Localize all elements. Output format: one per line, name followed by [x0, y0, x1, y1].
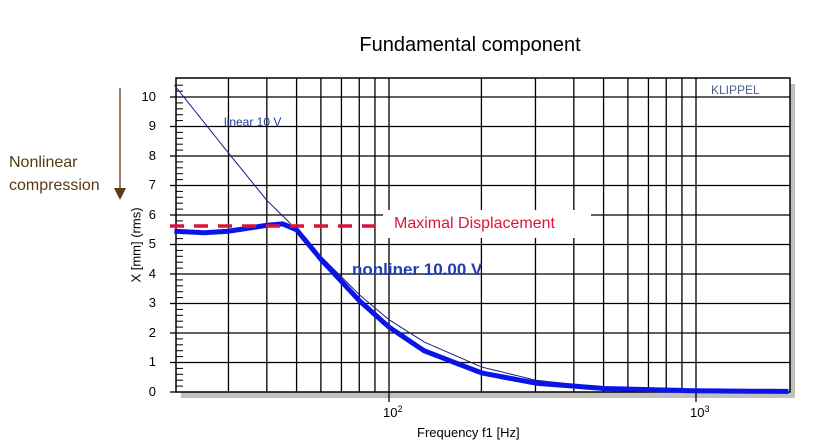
y-tick: 7	[148, 177, 156, 192]
tick-exponent: 3	[704, 404, 710, 414]
y-tick: 5	[148, 236, 156, 251]
tick-base: 10	[383, 405, 398, 420]
chart-title: Fundamental component	[359, 34, 581, 56]
annotation-line-2: compression	[9, 177, 100, 194]
maxdisp-label-bg	[383, 210, 591, 238]
x-tick-1000: 103	[690, 404, 709, 420]
y-tick: 1	[148, 354, 156, 369]
arrow-down-icon	[114, 188, 126, 200]
tick-exponent: 2	[397, 404, 403, 414]
nonlinear-compression-annotation: Nonlinear compression	[9, 151, 100, 197]
y-tick: 6	[148, 207, 156, 222]
x-axis-label: Frequency f1 [Hz]	[417, 425, 520, 440]
y-minor-ticks	[176, 84, 183, 387]
linear-label: linear 10 V	[224, 115, 282, 129]
nonlinear-label: nonliner 10.00 V	[352, 260, 483, 279]
tick-base: 10	[690, 405, 705, 420]
y-tick: 8	[148, 148, 156, 163]
maxdisp-label: Maximal Displacement	[394, 215, 555, 232]
y-tick: 2	[148, 325, 156, 340]
klippel-watermark: KLIPPEL	[711, 83, 760, 97]
annotation-line-1: Nonlinear	[9, 154, 78, 171]
y-tick: 3	[148, 295, 156, 310]
y-tick: 10	[141, 89, 156, 104]
nonlinear-curve	[174, 221, 789, 394]
y-tick: 4	[148, 266, 156, 281]
y-tick: 9	[148, 118, 156, 133]
y-tick: 0	[148, 384, 156, 399]
x-tick-100: 102	[383, 404, 402, 420]
